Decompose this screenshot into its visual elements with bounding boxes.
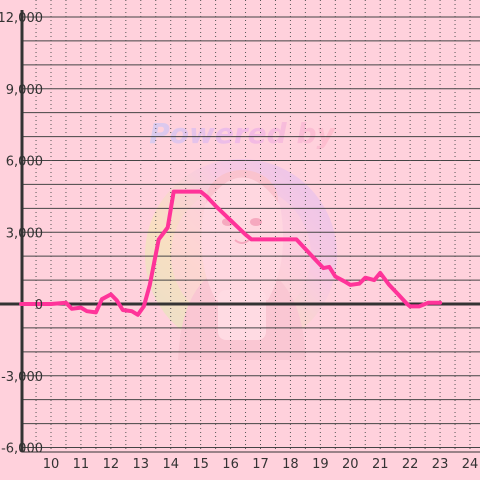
- y-tick-label: 0: [35, 298, 43, 313]
- x-tick-label: 21: [372, 457, 389, 472]
- x-tick-label: 10: [43, 457, 60, 472]
- y-tick-label: 3,000: [6, 226, 43, 241]
- x-tick-label: 14: [162, 457, 179, 472]
- y-tick-label: -6,000: [1, 442, 43, 457]
- grid: [22, 0, 480, 452]
- x-tick-label: 24: [462, 457, 479, 472]
- y-tick-label: 12,000: [0, 11, 43, 26]
- series-line: [19, 189, 443, 317]
- y-tick-label: 9,000: [6, 83, 43, 98]
- anime-girl-watermark-icon: [145, 159, 337, 360]
- x-tick-label: 15: [192, 457, 209, 472]
- x-tick-label: 13: [133, 457, 150, 472]
- x-tick-label: 12: [103, 457, 120, 472]
- x-tick-label: 22: [402, 457, 419, 472]
- x-tick-label: 16: [222, 457, 239, 472]
- watermark: Powered by: [145, 117, 337, 360]
- x-tick-label: 17: [252, 457, 269, 472]
- x-tick-label: 11: [73, 457, 90, 472]
- y-tick-label: 6,000: [6, 155, 43, 170]
- x-tick-label: 20: [342, 457, 359, 472]
- watermark-text: Powered by: [149, 117, 336, 150]
- series-layer: [19, 189, 443, 317]
- x-tick-label: 23: [432, 457, 449, 472]
- axes: [0, 10, 480, 453]
- x-tick-label: 18: [282, 457, 299, 472]
- x-tick-label: 19: [312, 457, 329, 472]
- y-tick-label: -3,000: [1, 370, 43, 385]
